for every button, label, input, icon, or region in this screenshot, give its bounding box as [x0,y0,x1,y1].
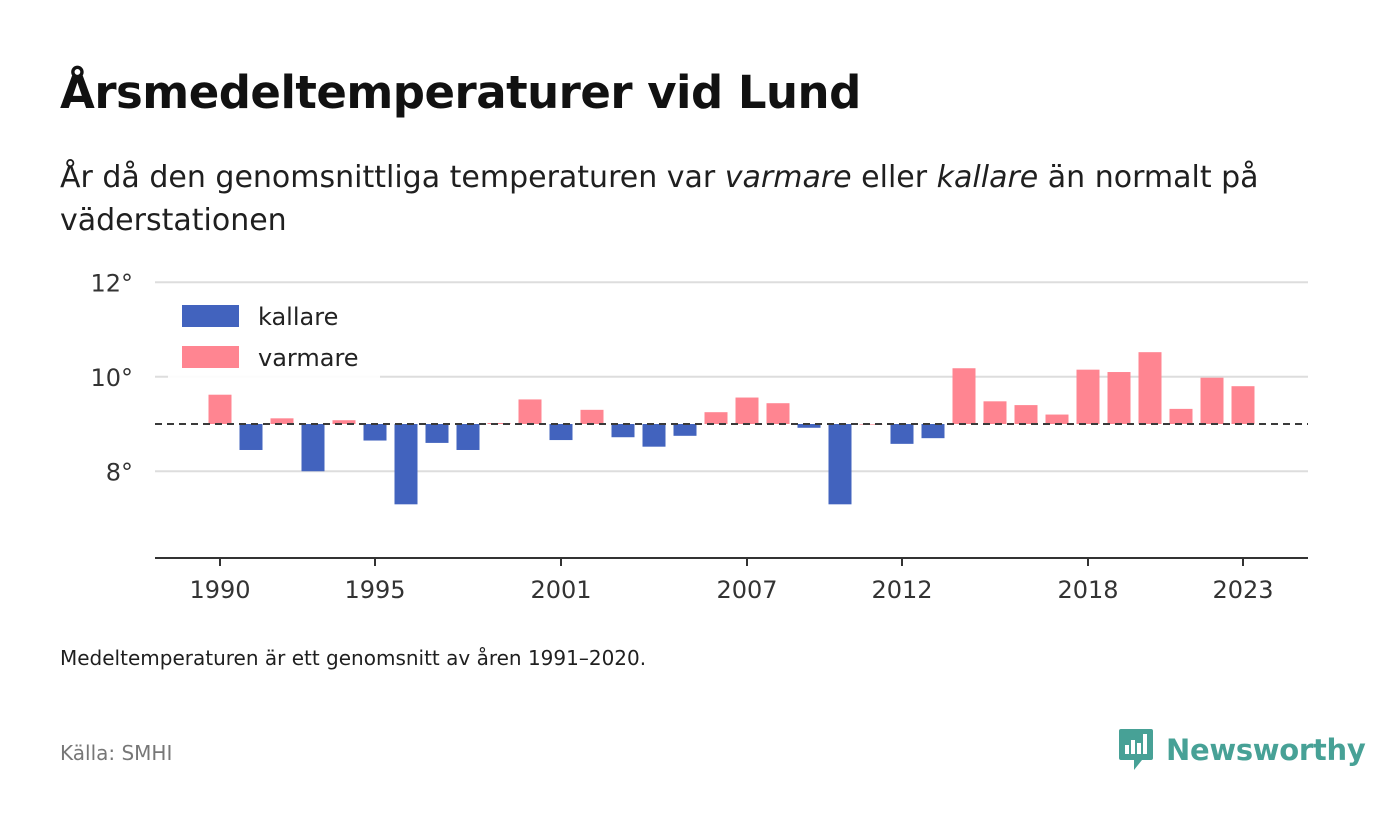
brand-logo: Newsworthy [1118,728,1366,772]
bar-1994 [332,420,356,424]
x-tick-label: 2018 [1057,576,1118,604]
bar-2004 [642,424,666,447]
bar-1999 [487,423,511,424]
bar-2010 [828,424,852,505]
y-tick-label: 12° [90,269,133,297]
chart-subtitle: År då den genomsnittliga temperaturen va… [60,156,1340,242]
legend-label-cold: kallare [258,303,338,331]
newsworthy-logo-icon [1119,729,1153,770]
bar-2016 [1014,405,1038,424]
bar-2015 [983,401,1007,424]
bar-2018 [1076,369,1100,424]
x-tick-label: 2023 [1212,576,1273,604]
subtitle-cold-word: kallare [936,160,1039,195]
bar-2017 [1045,414,1069,424]
bar-1993 [301,424,325,472]
bar-2002 [580,409,604,424]
legend-swatch-cold [182,305,239,327]
subtitle-text-1: År då den genomsnittliga temperaturen va… [60,160,725,195]
legend-label-warm: varmare [258,344,359,372]
bar-2009 [797,424,821,428]
x-tick-label: 2012 [871,576,932,604]
y-tick-label: 10° [90,364,133,392]
bar-2003 [611,424,635,438]
temperature-bar-chart: 8° 10° 12° 1990 1995 2001 2007 2012 2018 2023 kall… [90,269,1308,604]
x-tick-label: 1990 [189,576,250,604]
bar-2001 [549,424,573,441]
bar-2023 [1231,386,1255,424]
bar-1990 [208,394,232,424]
bar-2020 [1138,352,1162,424]
subtitle-warm-word: varmare [724,160,852,195]
chart-title: Årsmedeltemperaturer vid Lund [60,66,861,119]
bar-2013 [921,424,945,439]
bar-2007 [735,397,759,424]
brand-name: Newsworthy [1166,733,1366,767]
subtitle-text-2: eller [851,160,937,195]
bar-2005 [673,424,697,436]
bar-2012 [890,424,914,444]
x-tick-label: 2001 [530,576,591,604]
bar-2014 [952,368,976,424]
x-tick-label: 2007 [716,576,777,604]
bar-2000 [518,399,542,424]
bar-2022 [1200,377,1224,424]
bar-2021 [1169,408,1193,424]
bar-2019 [1107,372,1131,424]
chart-note: Medeltemperaturen är ett genomsnitt av å… [60,646,647,670]
bar-1997 [425,424,449,443]
bar-1991 [239,424,263,450]
subtitle-text-3: än normalt på väderstationen [60,160,1259,238]
bar-1992 [270,418,294,424]
bar-2011 [859,424,883,425]
legend-swatch-warm [182,346,239,368]
bar-1998 [456,424,480,450]
bar-2006 [704,412,728,424]
source-label: Källa: SMHI [60,741,173,765]
y-tick-label: 8° [106,458,133,486]
bar-1996 [394,424,418,505]
bar-1995 [363,424,387,441]
x-tick-label: 1995 [344,576,405,604]
bar-2008 [766,403,790,424]
